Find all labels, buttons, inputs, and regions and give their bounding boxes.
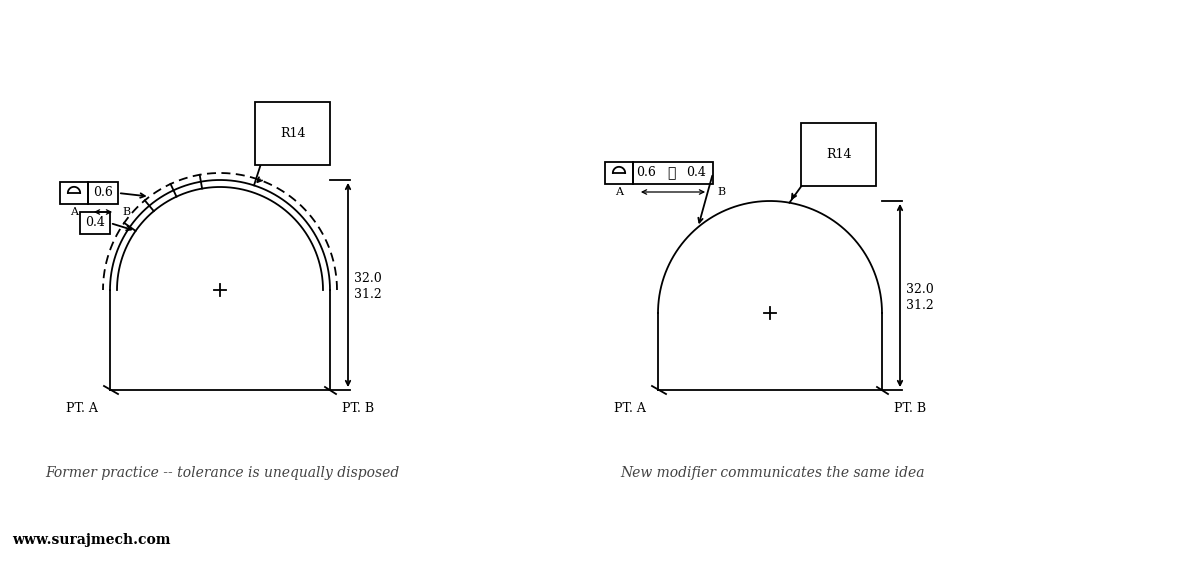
Text: 0.6: 0.6 [93, 186, 112, 199]
Bar [605, 162, 633, 184]
Text: 31.2: 31.2 [906, 299, 933, 312]
Text: www.surajmech.com: www.surajmech.com [12, 533, 170, 547]
Text: PT. A: PT. A [66, 402, 98, 415]
Bar [80, 212, 110, 234]
Text: 32.0: 32.0 [906, 283, 933, 296]
Text: 0.4: 0.4 [85, 216, 105, 229]
Text: A: A [70, 207, 78, 217]
Text: PT. B: PT. B [894, 402, 926, 415]
Text: Ⓤ: Ⓤ [667, 166, 675, 180]
Text: 32.0: 32.0 [354, 273, 382, 286]
Text: 31.2: 31.2 [354, 289, 382, 302]
Text: 0.6: 0.6 [636, 166, 655, 179]
Text: New modifier communicates the same idea: New modifier communicates the same idea [620, 466, 924, 480]
Bar [88, 182, 118, 204]
Bar [633, 162, 713, 184]
Text: 0.4: 0.4 [686, 166, 706, 179]
Text: B: B [122, 207, 130, 217]
Text: R14: R14 [280, 127, 305, 140]
Text: A: A [615, 187, 623, 197]
Text: Former practice -- tolerance is unequally disposed: Former practice -- tolerance is unequall… [45, 466, 399, 480]
Text: B: B [717, 187, 725, 197]
Text: PT. A: PT. A [614, 402, 646, 415]
Bar [60, 182, 88, 204]
Text: PT. B: PT. B [342, 402, 374, 415]
Text: R14: R14 [826, 148, 852, 161]
